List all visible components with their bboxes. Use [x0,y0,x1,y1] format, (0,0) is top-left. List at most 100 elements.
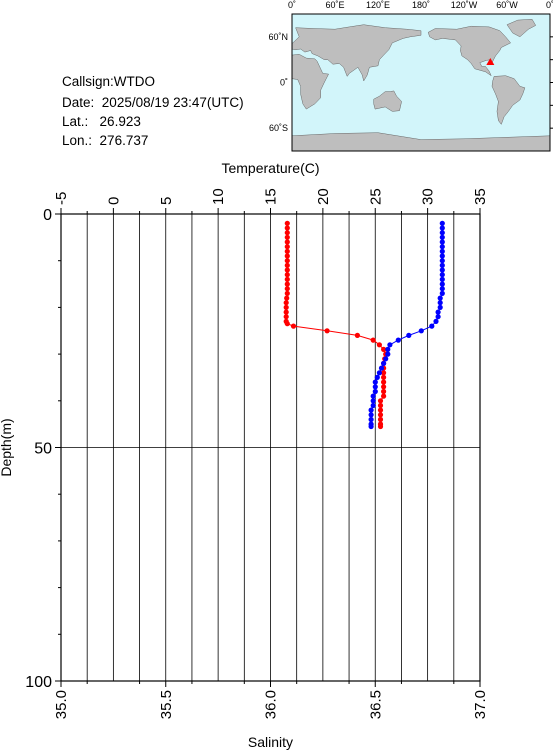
temperature-point [381,388,387,395]
temperature-point [283,304,289,310]
lon-line: Lon.: 276.737 [62,133,148,148]
profile-series [283,220,445,430]
temperature-point [377,398,384,404]
temperature-point [284,321,290,327]
callsign-value: WTDO [113,74,156,89]
callsign-line: Callsign:WTDO [62,74,155,89]
salinity-point [372,384,378,390]
lat-value: 26.923 [99,114,141,129]
salinity-point [439,276,445,282]
top-axis-tick-label: 30 [420,188,437,205]
salinity-point [437,295,443,301]
salinity-point [439,258,445,264]
salinity-point [374,374,380,380]
lat-label: Lat.: [62,114,89,129]
map-lat-tick-label: 60˚N [268,32,288,42]
lon-value: 276.737 [99,133,149,148]
salinity-point [368,412,374,418]
salinity-point [439,248,445,254]
salinity-point [383,356,389,362]
salinity-point [433,318,439,324]
map-lat-tick-label: 60˚S [269,123,288,133]
salinity-point [439,230,445,236]
temperature-point [284,276,290,282]
top-axis-tick-label: -5 [53,192,70,205]
temperature-point [284,290,290,296]
salinity-point [385,351,391,357]
salinity-point [370,402,376,409]
map-land-africa [291,54,329,110]
temperature-point [284,230,290,236]
map-lon-tick-label: 180˚ [412,0,430,10]
temperature-point [381,379,387,385]
temperature-point [377,412,384,418]
temperature-point [284,262,290,268]
salinity-point [385,346,391,352]
salinity-point [370,393,376,399]
temperature-point [284,220,290,226]
temperature-point [324,328,330,334]
salinity-point [435,314,441,320]
salinity-point [406,332,412,338]
temperature-point [377,407,384,413]
bottom-axis-tick-label: 36.0 [263,690,280,719]
temperature-point [376,342,382,348]
location-map: 0˚ 60˚E 120˚E 180˚ 120˚W 60˚W 0˚ 60˚N 0˚ 60˚S [268,0,553,152]
salinity-point [372,379,378,385]
y-axis-label: Depth(m) [0,418,14,476]
top-axis-tick-label: 25 [367,188,384,205]
temperature-point [370,337,376,343]
salinity-point [439,262,445,268]
bottom-axis-label: Salinity [248,734,293,750]
salinity-point [439,253,445,259]
map-land-eurasia [291,24,422,82]
map-land-south-america [491,75,526,125]
salinity-point [437,300,443,306]
top-axis-tick-label: 35 [472,188,489,205]
salinity-point [370,398,376,404]
temperature-point [381,374,387,380]
temperature-point [381,370,387,376]
salinity-point [381,360,387,366]
top-axis-tick-label: 20 [315,188,332,205]
map-lon-tick-label: 60˚E [325,0,344,10]
y-axis-tick-label: 100 [25,674,52,691]
salinity-point [439,239,445,245]
bottom-axis-tick-label: 36.5 [367,690,384,719]
map-lon-tick-label: 120˚E [366,0,390,10]
map-lat-tick-label: 0˚ [280,78,288,88]
temperature-point [284,258,290,264]
temperature-point [284,239,290,245]
temperature-point [377,416,384,423]
top-axis-tick-label: 5 [158,197,175,205]
temperature-point [284,281,290,287]
temperature-point [284,253,290,259]
temperature-point [284,244,290,250]
temperature-point [284,248,290,254]
temperature-point [377,423,384,430]
salinity-point [439,272,445,278]
date-label: Date: [62,95,95,110]
bottom-axis-tick-label: 35.5 [158,690,175,719]
map-land-australia [373,90,402,112]
top-axis-label: Temperature(C) [221,160,319,176]
salinity-point [418,328,424,334]
salinity-point [439,286,445,292]
salinity-point [435,309,441,315]
top-axis-tick-label: 15 [263,188,280,205]
temperature-point [284,272,290,278]
temperature-point [283,309,289,315]
map-land-north-america [427,25,511,77]
map-lon-tick-label: 0˚ [546,0,553,10]
temperature-point [284,225,290,231]
location-marker [486,58,495,66]
temperature-point [284,286,290,292]
callsign-label: Callsign: [62,74,114,89]
salinity-point [387,342,393,348]
date-value: 2025/08/19 23:47(UTC) [101,95,244,110]
temperature-point [381,393,387,399]
salinity-point [368,423,374,430]
salinity-point [439,290,445,296]
temperature-point [381,346,387,352]
